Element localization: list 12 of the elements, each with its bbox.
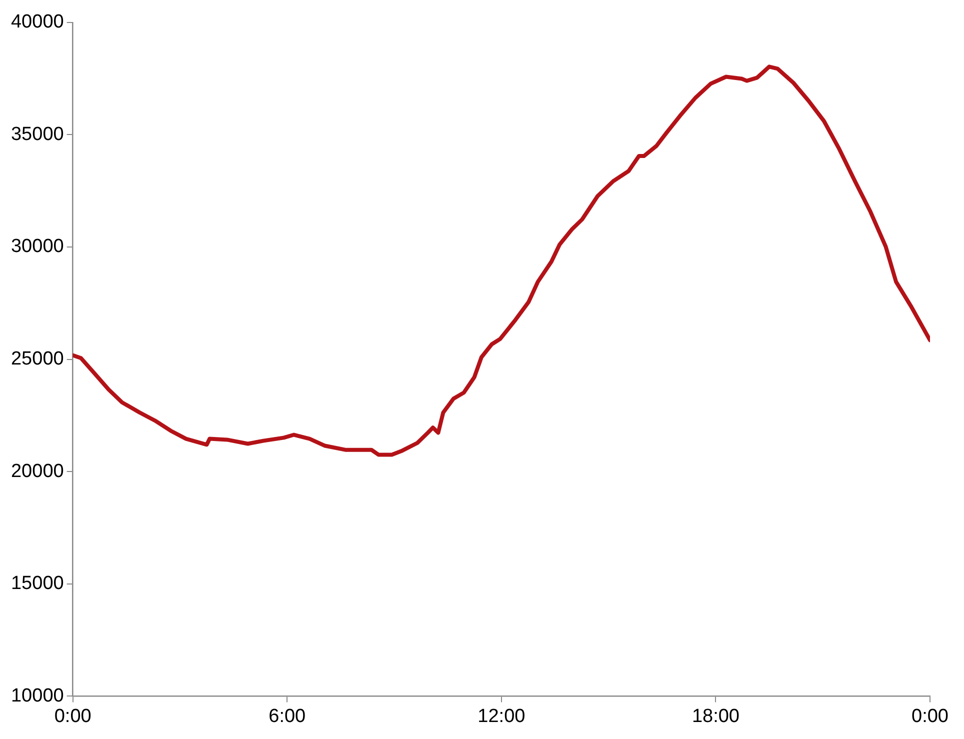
x-tick-label: 0:00 <box>54 706 92 727</box>
y-tick-label: 20000 <box>10 460 64 482</box>
x-tick-label: 18:00 <box>692 706 740 727</box>
x-tick-label: 12:00 <box>478 706 526 727</box>
x-tick-label: 0:00 <box>912 706 948 727</box>
y-tick-label: 10000 <box>10 685 64 706</box>
y-tick-label: 15000 <box>10 573 64 594</box>
y-tick-label: 30000 <box>10 236 64 258</box>
y-tick-label: 35000 <box>10 124 64 145</box>
y-tick-label: 25000 <box>10 348 64 370</box>
x-tick-label: 6:00 <box>268 706 306 727</box>
y-tick-label: 40000 <box>10 12 64 33</box>
